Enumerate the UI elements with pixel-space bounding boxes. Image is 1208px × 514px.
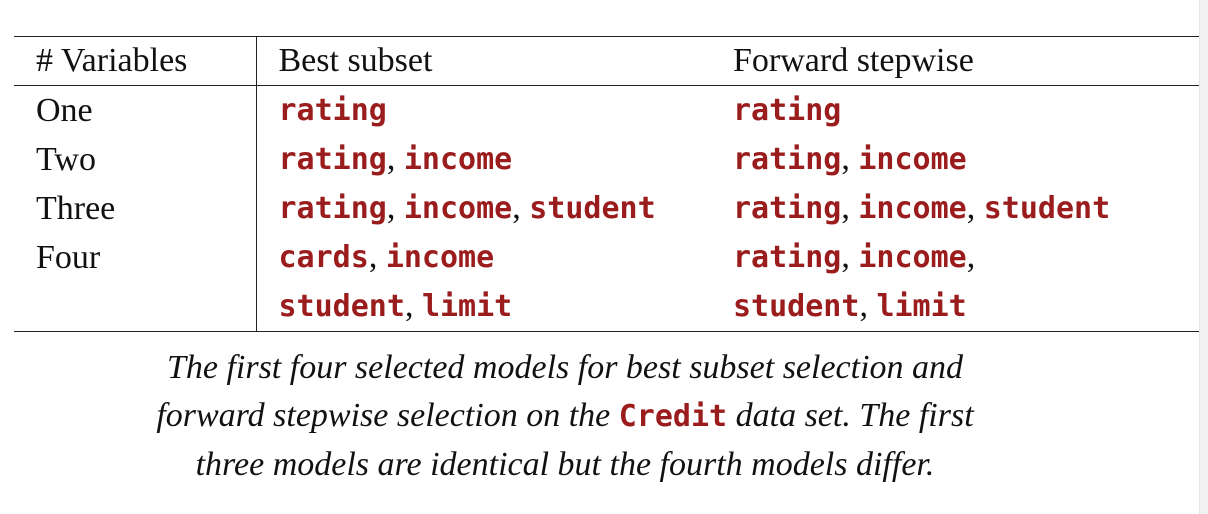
scrollbar[interactable] [1199, 0, 1208, 514]
variable: rating [278, 142, 387, 177]
variable: rating [733, 191, 842, 226]
variable: rating [733, 93, 842, 128]
forward-stepwise-cell: rating [733, 86, 1200, 136]
separator: , [859, 287, 868, 324]
separator: , [386, 140, 396, 177]
separator: , [368, 238, 378, 275]
separator: , [966, 189, 976, 226]
row-label: Four [36, 238, 101, 276]
variable: limit [876, 289, 967, 324]
variable: income [403, 142, 513, 177]
table-caption: The first four selected models for best … [30, 344, 1100, 489]
header-best-subset: Best subset [255, 36, 733, 86]
caption-text: forward stepwise selection on the [156, 397, 611, 434]
table-row: student, limit student, limit [14, 282, 1200, 332]
table-row: Three rating, income, student rating, in… [14, 184, 1200, 233]
variable: student [733, 289, 860, 324]
forward-stepwise-cell: rating, income, student [733, 184, 1200, 233]
variable: rating [278, 93, 387, 128]
variable: student [278, 289, 405, 324]
separator: , [386, 189, 396, 226]
variable: income [385, 240, 495, 275]
variable: income [858, 191, 967, 226]
best-subset-cell: rating, income [255, 135, 733, 184]
variable: student [983, 191, 1111, 226]
separator: , [841, 189, 850, 226]
header-forward-stepwise: Forward stepwise [733, 42, 974, 79]
best-subset-cell: rating, income, student [255, 184, 733, 233]
table-header-row: # Variables Best subset Forward stepwise [14, 36, 1200, 86]
model-selection-table: # Variables Best subset Forward stepwise… [14, 36, 1200, 332]
forward-stepwise-cell: student, limit [733, 282, 1200, 332]
variable: rating [733, 240, 842, 275]
variable: student [529, 191, 656, 226]
best-subset-cell: cards, income [255, 233, 733, 282]
table-row: Two rating, income rating, income [14, 135, 1200, 184]
separator: , [966, 238, 976, 275]
variable: income [858, 142, 967, 177]
row-label: One [36, 91, 93, 129]
best-subset-cell: rating [255, 85, 733, 135]
variable: rating [733, 142, 842, 177]
header-num-variables: # Variables [36, 42, 188, 79]
dataset-name: Credit [618, 399, 728, 434]
caption-line: three models are identical but the fourt… [195, 446, 935, 483]
table-row: One rating rating [14, 85, 1200, 136]
forward-stepwise-cell: rating, income, [733, 233, 1200, 282]
best-subset-cell: student, limit [255, 282, 733, 332]
separator: , [841, 238, 850, 275]
variable: income [858, 240, 967, 275]
forward-stepwise-cell: rating, income [733, 135, 1200, 184]
caption-line: The first four selected models for best … [166, 349, 964, 386]
separator: , [512, 189, 521, 226]
variable: limit [421, 289, 513, 324]
caption-text: data set. The first [735, 397, 974, 434]
caption-line: forward stepwise selection on the Credit… [30, 392, 1100, 441]
variable: income [403, 191, 513, 226]
separator: , [404, 287, 414, 324]
separator: , [841, 140, 850, 177]
table-row: Four cards, income rating, income, [14, 233, 1200, 282]
variable: cards [278, 240, 369, 275]
row-label: Two [36, 140, 96, 178]
variable: rating [278, 191, 387, 226]
row-label [14, 282, 256, 332]
row-label: Three [36, 189, 116, 227]
